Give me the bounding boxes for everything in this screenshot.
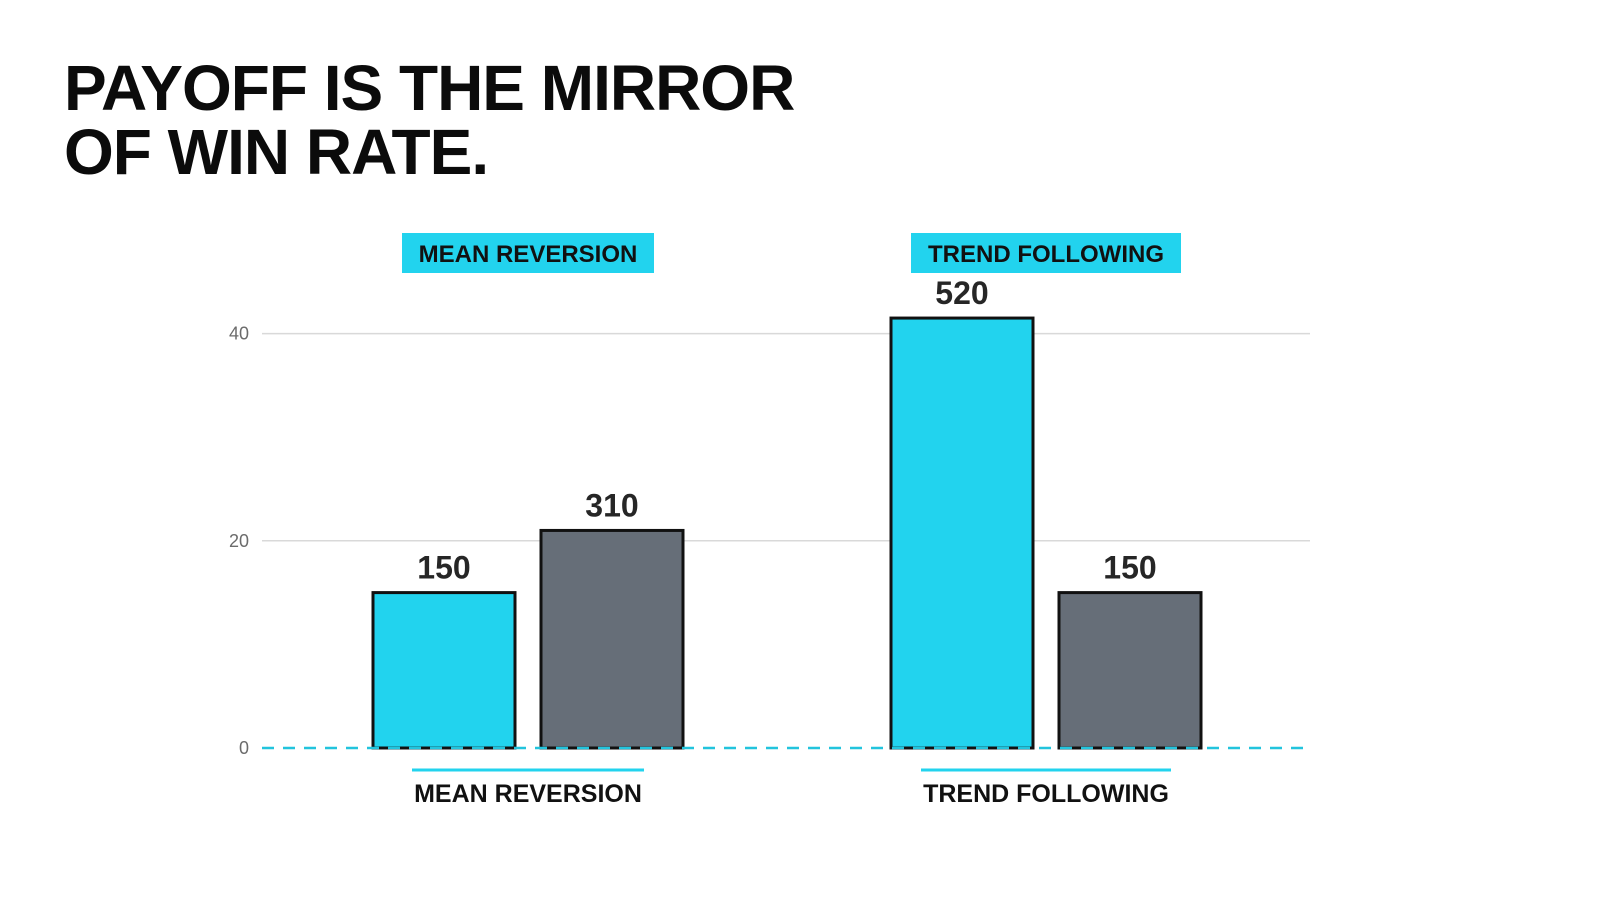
grid-layer: 0 20 40 xyxy=(229,324,1310,758)
x-category-label: TREND FOLLOWING xyxy=(923,780,1169,808)
bar xyxy=(1057,591,1203,750)
bar-value-label: 150 xyxy=(1103,550,1156,586)
bar-value-label: 150 xyxy=(417,550,470,586)
data-labels: 150 520 310 150 xyxy=(417,275,1156,586)
group-tag-box xyxy=(911,233,1181,273)
bar-value-label: 520 xyxy=(935,275,988,311)
x-axis: MEAN REVERSION TREND FOLLOWING xyxy=(262,746,1310,808)
page-title-line-2: OF WIN RATE. xyxy=(64,116,489,188)
group-tags: MEAN REVERSION TREND FOLLOWING xyxy=(402,233,1181,273)
bar xyxy=(371,591,517,750)
page-title: PAYOFF IS THE MIRROR OF WIN RATE. xyxy=(64,52,795,188)
bar xyxy=(889,316,1035,750)
x-category-label: MEAN REVERSION xyxy=(414,780,642,808)
bar xyxy=(539,528,685,750)
y-tick-label: 20 xyxy=(229,531,249,551)
group-tag-label: TREND FOLLOWING xyxy=(928,241,1164,268)
group-tag-label: MEAN REVERSION xyxy=(419,241,638,268)
page-title-line-1: PAYOFF IS THE MIRROR xyxy=(64,52,795,124)
y-tick-label: 0 xyxy=(239,738,249,758)
group-tag-box xyxy=(402,233,654,273)
bar-value-label: 310 xyxy=(585,487,638,523)
y-tick-label: 40 xyxy=(229,324,249,344)
bars xyxy=(371,316,1203,750)
